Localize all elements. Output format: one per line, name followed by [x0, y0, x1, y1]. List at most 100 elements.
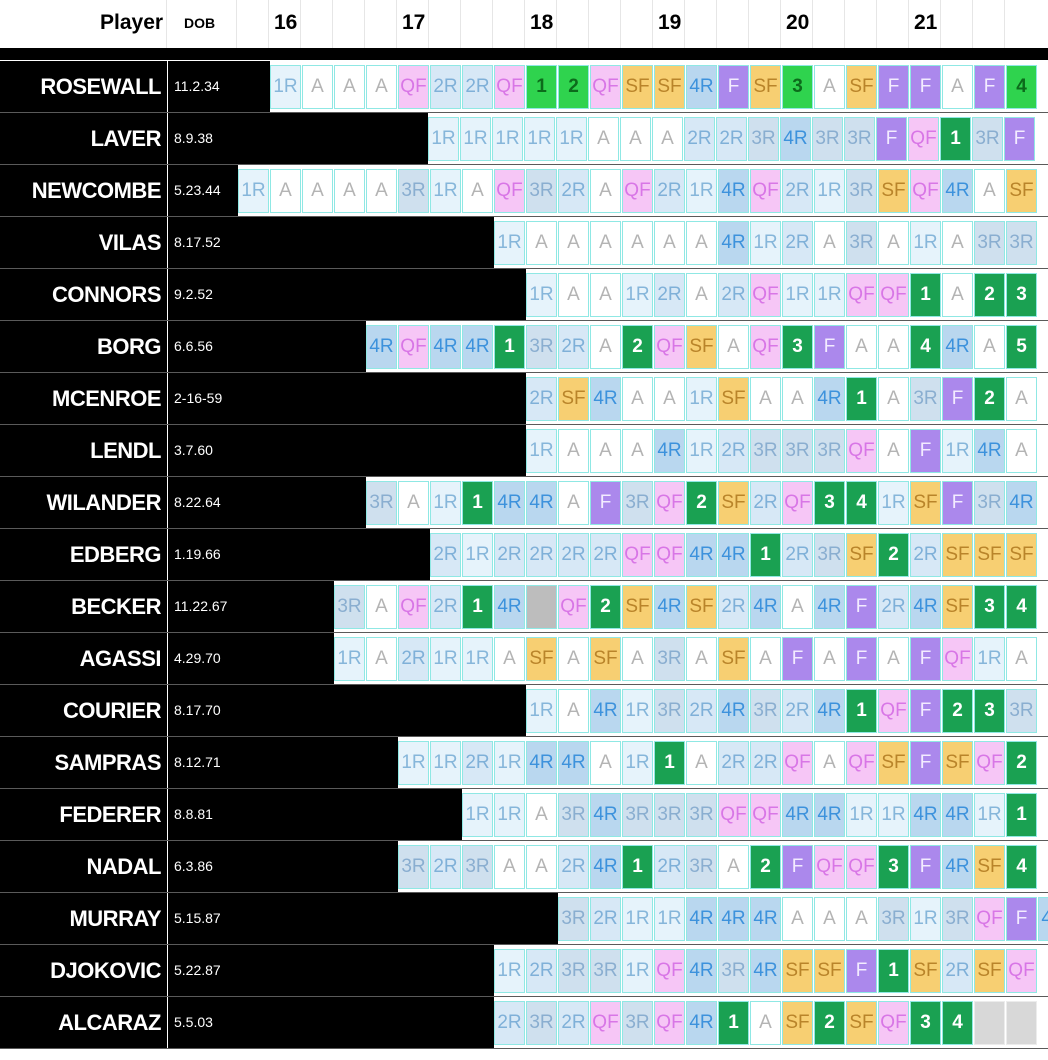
player-dob: 6.6.56: [168, 321, 236, 372]
result-cell: 1R: [686, 377, 717, 421]
result-cell: [1006, 1001, 1037, 1045]
row-divider: [0, 840, 1048, 841]
header-grid-line: [268, 0, 269, 48]
player-dob: 11.2.34: [168, 61, 236, 112]
result-cell: A: [590, 221, 621, 265]
player-name: BORG: [0, 321, 167, 372]
row-divider: [0, 736, 1048, 737]
result-cell: A: [590, 325, 621, 369]
pre-career-filler: [236, 997, 494, 1049]
result-cell: 1R: [686, 169, 717, 213]
result-cell: A: [814, 221, 845, 265]
header-grid-line: [684, 0, 685, 48]
result-cell: 4R: [718, 221, 749, 265]
player-name: DJOKOVIC: [0, 945, 167, 996]
result-cell: 4R: [1038, 897, 1048, 941]
header-grid-line: [556, 0, 557, 48]
row-divider: [0, 424, 1048, 425]
result-cell: 4R: [590, 689, 621, 733]
result-cell: 3R: [334, 585, 365, 629]
result-cell: 4R: [782, 793, 813, 837]
result-cell: A: [878, 637, 909, 681]
player-dob: 5.23.44: [168, 165, 236, 216]
result-cell: 3R: [748, 117, 779, 161]
result-cell: 3: [782, 325, 813, 369]
result-cell: A: [494, 637, 525, 681]
table-row: NADAL 6.3.86 3R 2R 3R A A 2R 4R 1 2R 3R A 2 F QF QF 3 F 4R S…: [0, 841, 1048, 893]
result-cell: A: [366, 585, 397, 629]
header-grid-line: [236, 0, 237, 48]
result-cell: 2R: [558, 845, 589, 889]
result-cell: QF: [846, 845, 877, 889]
result-cell: 2R: [782, 169, 813, 213]
result-cell: 2R: [686, 689, 717, 733]
result-cell: A: [878, 325, 909, 369]
result-cell: 1R: [750, 221, 781, 265]
result-cell: QF: [654, 325, 685, 369]
result-cell: SF: [590, 637, 621, 681]
result-cell: A: [1006, 429, 1037, 473]
result-cell: 1: [878, 949, 909, 993]
result-cell: A: [620, 117, 651, 161]
table-row: SAMPRAS 8.12.71 1R 1R 2R 1R 4R 4R A 1R 1 A 2R 2R QF A QF…: [0, 737, 1048, 789]
result-cell: SF: [974, 533, 1005, 577]
player-column-header: Player: [100, 11, 164, 34]
result-cell: 3R: [718, 949, 749, 993]
row-divider: [0, 476, 1048, 477]
result-cell: 1R: [428, 117, 459, 161]
result-cell: A: [1006, 637, 1037, 681]
result-cell: 3R: [526, 1001, 557, 1045]
header-grid-line: [428, 0, 429, 48]
result-cell: 4R: [942, 169, 973, 213]
result-cell: QF: [622, 169, 653, 213]
pre-career-filler: [236, 477, 366, 529]
result-cell: 3R: [622, 481, 653, 525]
result-cell: 3R: [654, 637, 685, 681]
result-cell: F: [910, 65, 941, 109]
result-cell: 3R: [526, 169, 557, 213]
dob-column-header: DOB: [184, 15, 216, 31]
player-dob: 8.17.52: [168, 217, 236, 268]
result-cell: QF: [974, 741, 1005, 785]
result-cell: SF: [686, 585, 717, 629]
row-divider: [0, 268, 1048, 269]
result-cell: SF: [942, 533, 973, 577]
result-cell: 2R: [718, 585, 749, 629]
result-cell: F: [590, 481, 621, 525]
result-cell: 4R: [942, 325, 973, 369]
result-cell: 3R: [942, 897, 973, 941]
result-cell: A: [334, 169, 365, 213]
header-grid-line: [300, 0, 301, 48]
age-header-21: 21: [914, 11, 938, 34]
header-grid-line: [492, 0, 493, 48]
result-cell: A: [270, 169, 301, 213]
result-cell: QF: [942, 637, 973, 681]
table-row: MURRAY 5.15.87 3R 2R 1R 1R 4R 4R 4R A A A 3R 1R 3R QF F 4…: [0, 893, 1048, 945]
result-cell: 2R: [430, 845, 461, 889]
result-cell: A: [878, 377, 909, 421]
table-row: EDBERG 1.19.66 2R 1R 2R 2R 2R 2R QF QF 4R 4R 1 2R 3R SF…: [0, 529, 1048, 581]
result-cell: 1R: [462, 533, 493, 577]
player-name: AGASSI: [0, 633, 167, 684]
pre-career-filler: [236, 633, 334, 685]
result-cell: 3R: [972, 117, 1003, 161]
result-cell: 1R: [270, 65, 301, 109]
result-cell: QF: [654, 533, 685, 577]
result-cell: A: [974, 325, 1005, 369]
result-cell: 1: [622, 845, 653, 889]
result-cell: A: [302, 65, 333, 109]
result-cell: A: [558, 429, 589, 473]
result-cell: 3R: [526, 325, 557, 369]
header-grid-line: [876, 0, 877, 48]
table-row: FEDERER 8.8.81 1R 1R A 3R 4R 3R 3R 3R QF QF 4R 4R 1R 1R…: [0, 789, 1048, 841]
result-cell: 2R: [750, 741, 781, 785]
player-dob: 5.22.87: [168, 945, 236, 996]
row-divider: [0, 788, 1048, 789]
result-cell: 4R: [654, 585, 685, 629]
table-row: VILAS 8.17.52 1R A A A A A A 4R 1R 2R A 3R A 1R A 3R 3R: [0, 217, 1048, 269]
result-cell: 1R: [942, 429, 973, 473]
result-cell: 4R: [686, 533, 717, 577]
player-name: BECKER: [0, 581, 167, 632]
result-cell: 1R: [622, 741, 653, 785]
player-name: ROSEWALL: [0, 61, 167, 112]
